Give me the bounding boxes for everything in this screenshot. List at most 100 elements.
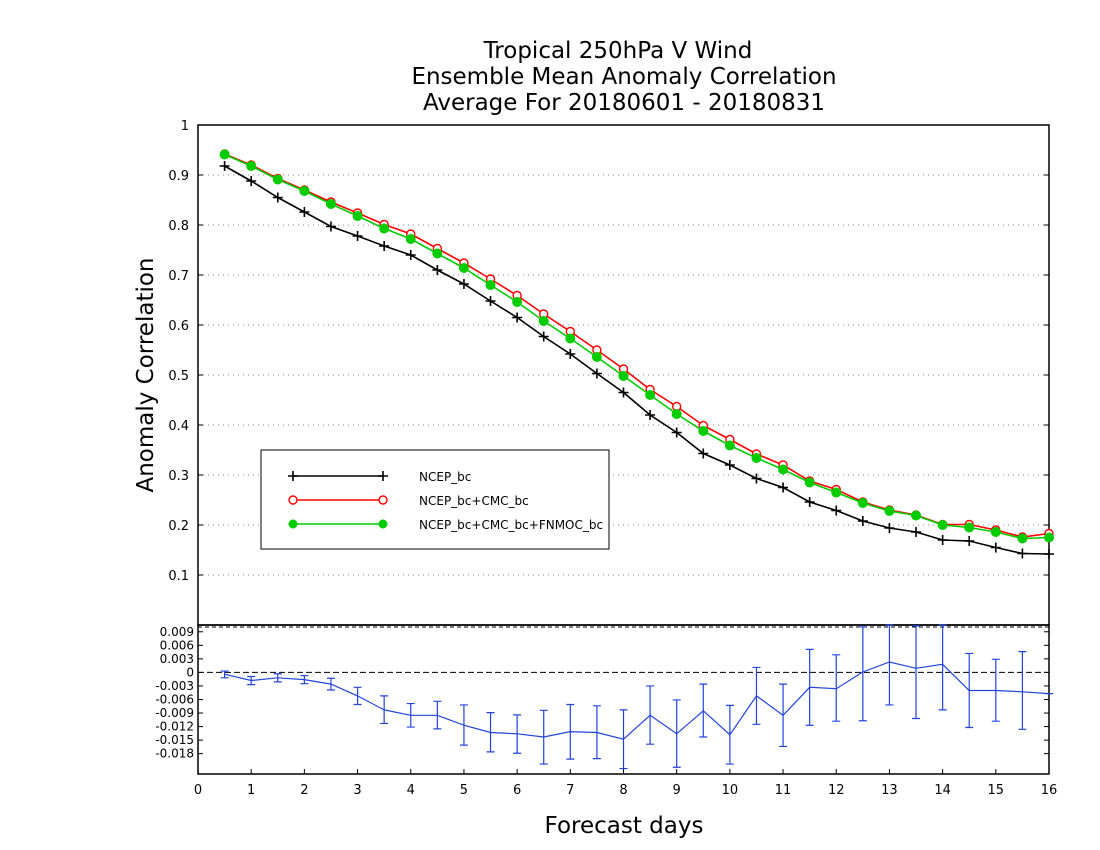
x-axis-label: Forecast days <box>545 813 704 839</box>
data-point <box>751 453 762 463</box>
y-tick-label: 1 <box>181 119 189 134</box>
chart-title: Tropical 250hPa V Wind <box>483 38 753 64</box>
data-point <box>405 234 416 244</box>
chart-subtitle-2: Average For 20180601 - 20180831 <box>423 90 825 116</box>
y-tick-label: 0.2 <box>168 519 189 534</box>
series-plus <box>219 161 1054 559</box>
data-point <box>405 250 416 260</box>
data-point <box>432 265 443 275</box>
y-tick-label: -0.006 <box>155 693 194 707</box>
error-bar <box>646 685 655 745</box>
error-bar <box>912 625 921 720</box>
data-point <box>246 161 257 171</box>
y-tick-label: 0.7 <box>168 269 189 284</box>
legend-label: NCEP_bc+CMC_bc <box>419 494 529 508</box>
data-point <box>591 368 602 379</box>
top-panel-series <box>219 149 1054 559</box>
data-point <box>618 371 629 381</box>
data-point <box>299 186 310 196</box>
error-bar <box>752 666 761 725</box>
data-point <box>911 510 922 521</box>
error-bar <box>486 711 495 753</box>
y-tick-label: 0.3 <box>168 469 189 484</box>
data-point <box>645 390 656 400</box>
y-tick-label: -0.015 <box>155 733 194 747</box>
data-point <box>299 207 310 217</box>
legend-marker <box>378 519 388 529</box>
x-tick-label: 0 <box>194 783 202 798</box>
legend-label: NCEP_bc+CMC_bc+FNMOC_bc <box>419 518 603 532</box>
x-axis: 0 1 2 3 4 5 6 7 8 9 10 11 12 13 14 15 16 <box>194 769 1057 798</box>
x-tick-label: 15 <box>988 783 1005 798</box>
data-point <box>831 505 842 516</box>
y-tick-label: 0.009 <box>160 625 194 639</box>
error-bar <box>539 709 548 765</box>
error-bar <box>273 673 282 683</box>
legend-marker <box>288 519 298 529</box>
data-point <box>219 161 230 171</box>
x-tick-label: 14 <box>934 783 951 798</box>
data-point <box>485 280 496 290</box>
y-tick-label: 0.9 <box>168 169 189 184</box>
data-point <box>804 497 815 507</box>
chart-subtitle-1: Ensemble Mean Anomaly Correlation <box>411 64 836 90</box>
data-point <box>352 231 363 241</box>
x-tick-label: 13 <box>881 783 898 798</box>
x-tick-label: 6 <box>513 783 521 798</box>
error-bar <box>805 648 814 726</box>
data-point <box>379 241 390 251</box>
bottom-panel-series <box>220 624 1053 770</box>
x-tick-label: 16 <box>1041 783 1058 798</box>
data-point <box>1017 533 1028 544</box>
data-point <box>857 498 868 508</box>
y-tick-label: 0 <box>186 665 194 679</box>
data-point <box>618 387 629 398</box>
error-bar <box>247 675 256 686</box>
x-tick-label: 7 <box>566 783 574 798</box>
y-tick-label: 0.5 <box>168 369 189 384</box>
legend-marker <box>288 495 298 505</box>
x-tick-label: 5 <box>460 783 468 798</box>
y-tick-label: -0.009 <box>155 706 194 720</box>
error-bar <box>832 654 841 722</box>
legend: NCEP_bc NCEP_bc+CMC_bc NCEP_bc+CMC_bc+FNMO… <box>260 449 610 550</box>
error-bar <box>858 626 867 722</box>
error-bar <box>672 699 681 768</box>
error-bar <box>513 714 522 754</box>
error-bar <box>380 695 389 725</box>
data-point <box>911 527 922 537</box>
bottom-panel-axes: 0.0090.0060.0030-0.003-0.006-0.009-0.012… <box>155 624 1050 775</box>
y-tick-label: 0.1 <box>168 569 189 584</box>
y-tick-label: 0.8 <box>168 219 189 234</box>
legend-marker <box>288 471 298 481</box>
data-point <box>964 522 975 533</box>
x-tick-label: 1 <box>247 783 255 798</box>
data-point <box>538 331 549 342</box>
data-point <box>857 516 868 526</box>
x-tick-label: 2 <box>300 783 308 798</box>
legend-marker <box>378 495 388 505</box>
data-point <box>671 427 682 438</box>
y-tick-label: -0.012 <box>155 720 194 734</box>
data-point <box>698 448 709 459</box>
x-tick-label: 3 <box>353 783 361 798</box>
error-bar <box>725 704 734 765</box>
data-point <box>565 349 576 359</box>
y-tick-label: 0.006 <box>160 638 194 652</box>
data-point <box>884 523 895 533</box>
error-bar <box>433 700 442 730</box>
error-bar <box>566 703 575 760</box>
y-tick-label: -0.018 <box>155 747 194 761</box>
y-tick-label: 0.6 <box>168 319 189 334</box>
data-point <box>432 248 443 259</box>
data-point <box>964 536 975 546</box>
data-point <box>990 542 1001 553</box>
legend-marker <box>378 471 388 481</box>
error-bar <box>592 705 601 760</box>
y-tick-label: 0.4 <box>168 419 189 434</box>
data-point <box>512 312 523 323</box>
data-point <box>804 477 815 488</box>
data-point <box>512 297 523 307</box>
data-point <box>325 221 336 232</box>
